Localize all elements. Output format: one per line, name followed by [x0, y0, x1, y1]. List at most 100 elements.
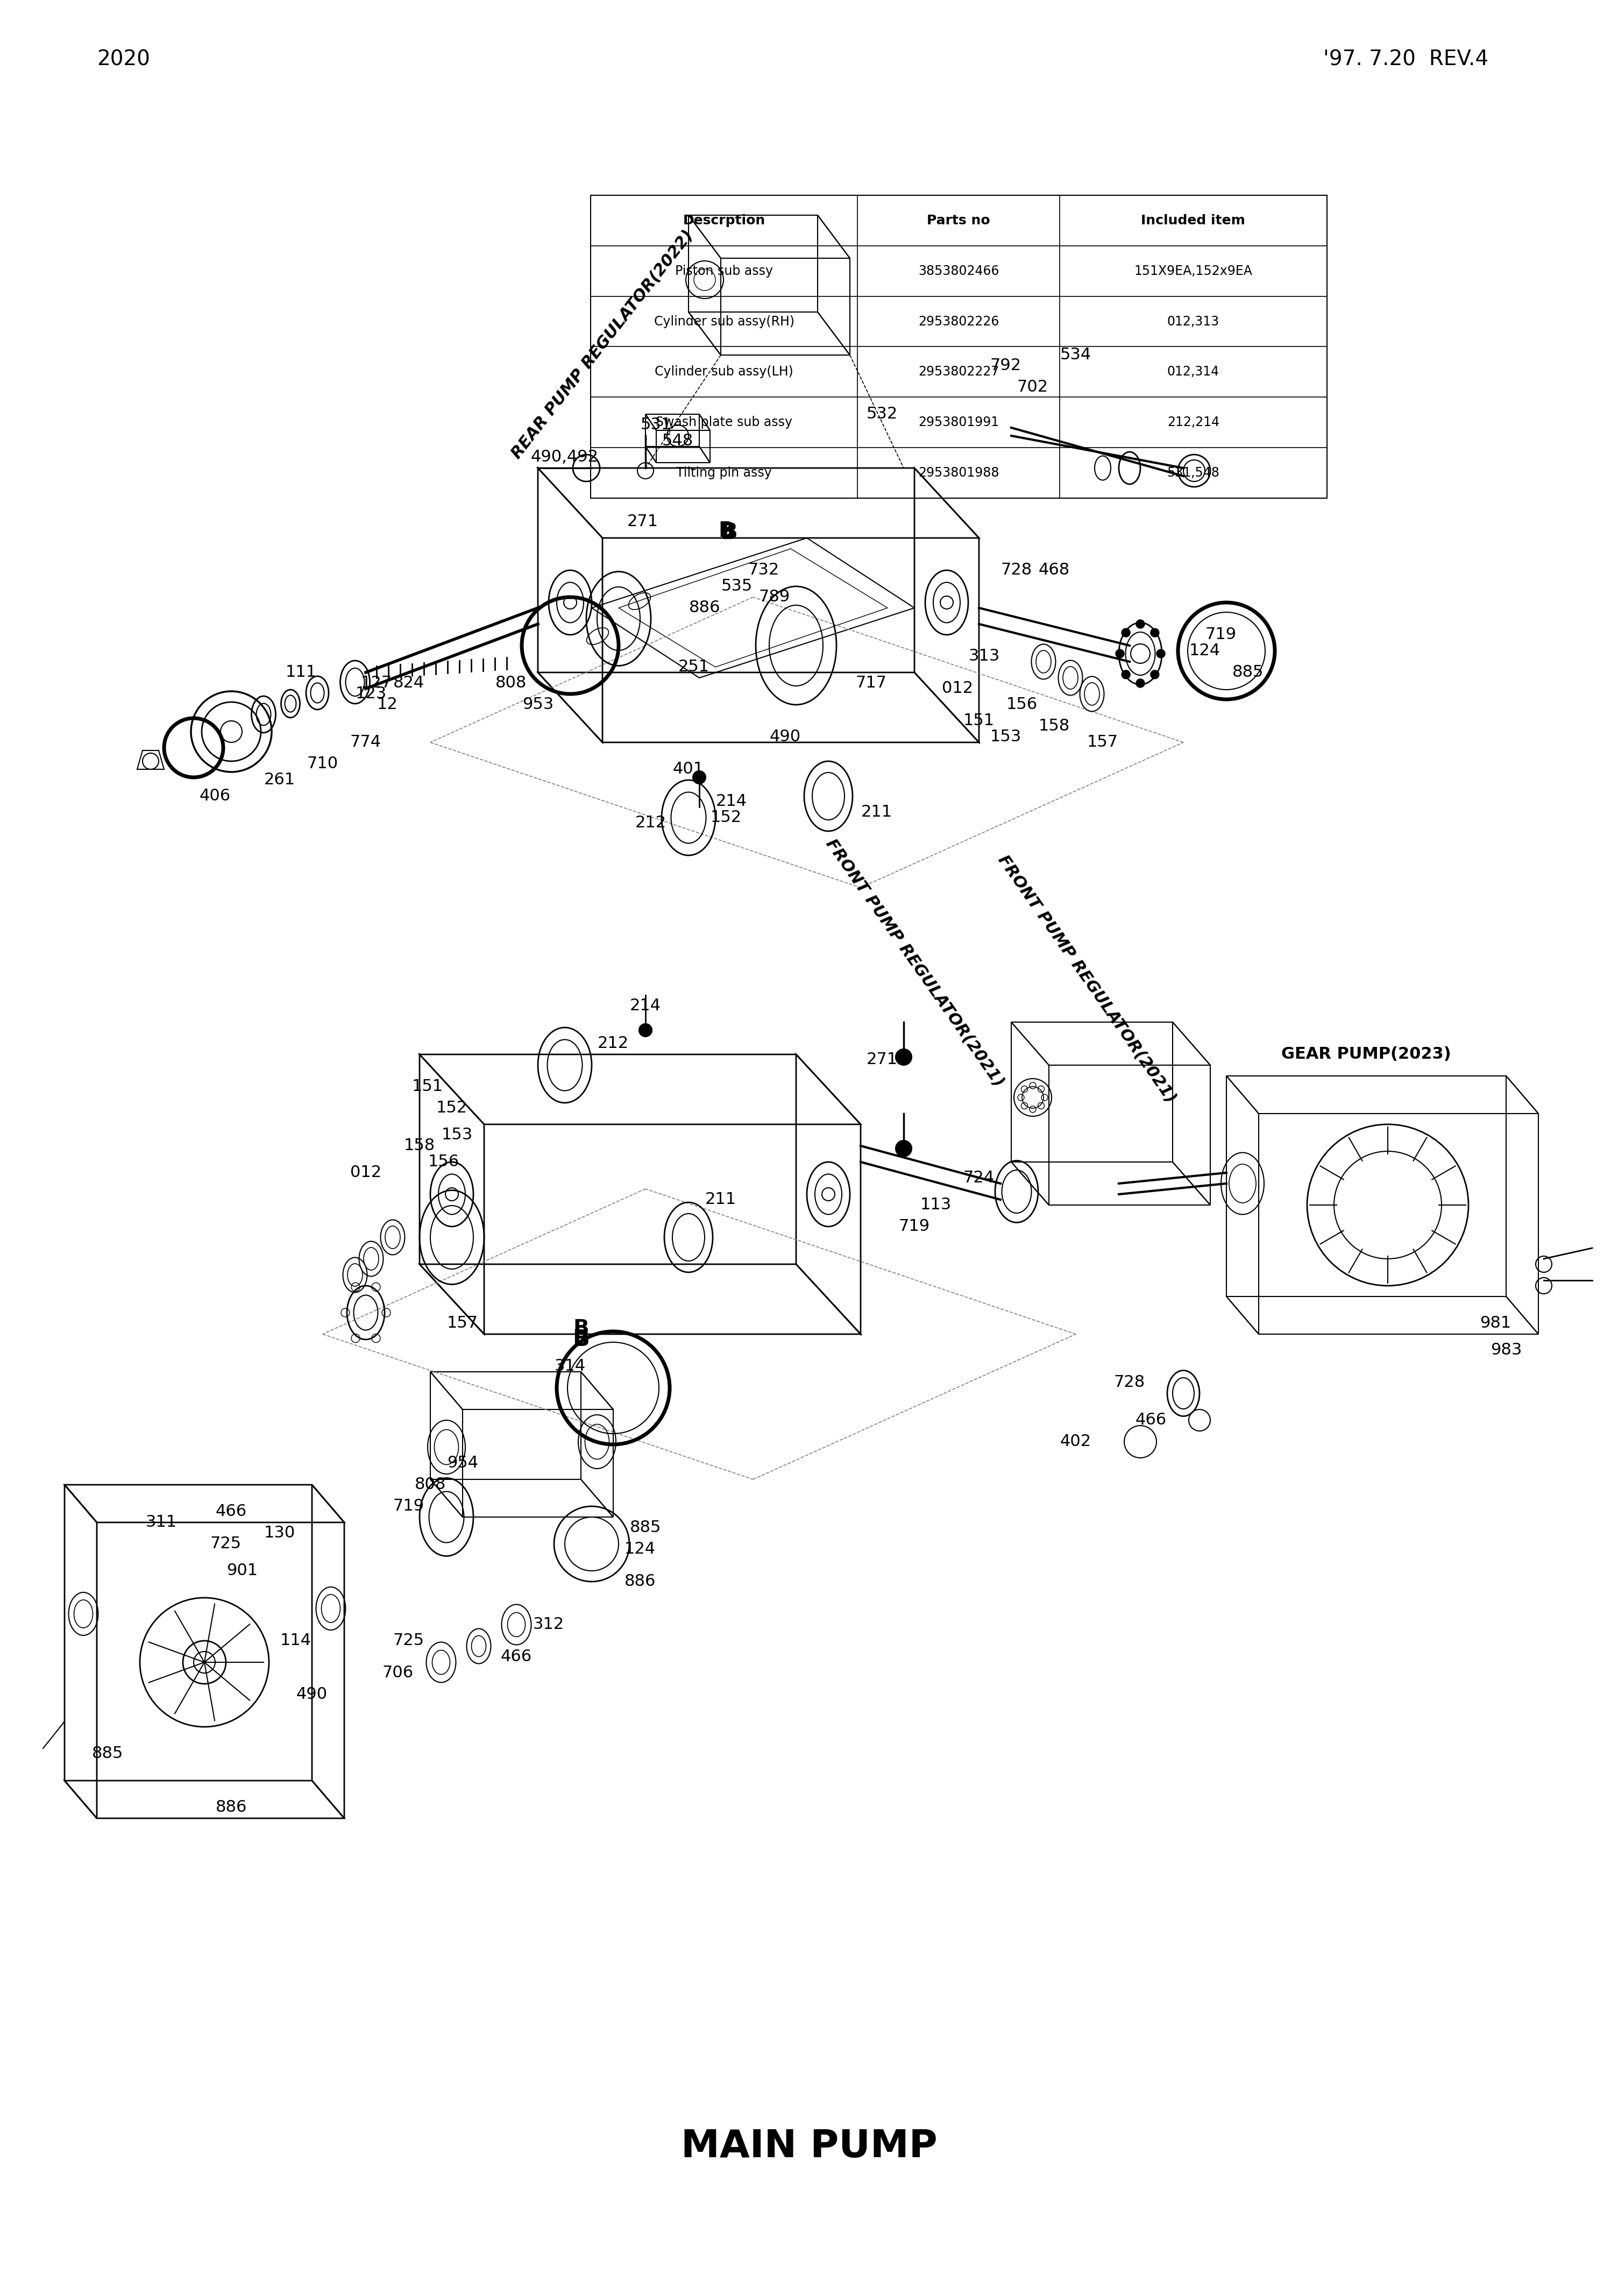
Text: 792: 792	[990, 358, 1021, 374]
Circle shape	[1121, 629, 1131, 636]
Text: 271: 271	[867, 1052, 898, 1068]
Text: Swash plate sub assy: Swash plate sub assy	[655, 416, 793, 429]
Text: 402: 402	[1060, 1435, 1092, 1449]
Text: 789: 789	[759, 590, 790, 604]
Text: 158: 158	[404, 1139, 435, 1153]
Text: 212: 212	[636, 815, 667, 831]
Circle shape	[1136, 680, 1144, 687]
Text: FRONT PUMP REGULATOR(2021): FRONT PUMP REGULATOR(2021)	[995, 852, 1178, 1107]
Text: 127: 127	[361, 675, 392, 691]
Text: 728: 728	[1113, 1375, 1146, 1391]
Text: 153: 153	[442, 1127, 472, 1143]
Text: 12: 12	[377, 698, 398, 712]
Text: 214: 214	[715, 794, 748, 810]
Text: 124: 124	[1189, 643, 1220, 659]
Text: 124: 124	[625, 1541, 655, 1557]
Text: 158: 158	[1039, 719, 1069, 735]
Text: 157: 157	[447, 1316, 479, 1332]
Text: Cylinder sub assy(LH): Cylinder sub assy(LH)	[655, 365, 793, 379]
Text: '97. 7.20  REV.4: '97. 7.20 REV.4	[1324, 51, 1489, 69]
Text: REAR PUMP REGULATOR(2022): REAR PUMP REGULATOR(2022)	[508, 227, 696, 461]
Text: 152: 152	[710, 810, 741, 827]
Text: 466: 466	[1136, 1412, 1167, 1428]
Text: 111: 111	[286, 664, 317, 680]
Text: GEAR PUMP(2023): GEAR PUMP(2023)	[1281, 1047, 1451, 1063]
Text: 261: 261	[264, 771, 296, 788]
Text: 719: 719	[393, 1499, 424, 1513]
Text: 719: 719	[898, 1219, 930, 1235]
Bar	[591, 195, 1327, 498]
Text: 251: 251	[678, 659, 710, 675]
Text: B: B	[573, 1327, 589, 1350]
Circle shape	[639, 1024, 652, 1035]
Text: 012: 012	[349, 1164, 382, 1180]
Text: 2953802227: 2953802227	[919, 365, 998, 379]
Text: 406: 406	[199, 788, 231, 804]
Text: 886: 886	[625, 1573, 655, 1589]
Text: 532: 532	[867, 406, 898, 422]
Text: 824: 824	[393, 675, 424, 691]
Text: 212,214: 212,214	[1167, 416, 1220, 429]
Text: 114: 114	[280, 1632, 312, 1649]
Text: 717: 717	[856, 675, 887, 691]
Text: 886: 886	[215, 1800, 248, 1816]
Text: Tilting pin assy: Tilting pin assy	[676, 466, 772, 480]
Text: 312: 312	[532, 1616, 565, 1632]
Text: B: B	[720, 521, 738, 544]
Text: 151X9EA,152x9EA: 151X9EA,152x9EA	[1134, 264, 1252, 278]
Text: 271: 271	[628, 514, 659, 530]
Text: 153: 153	[990, 730, 1021, 744]
Text: 535: 535	[722, 579, 752, 595]
Text: 886: 886	[689, 599, 720, 615]
Text: 490,492: 490,492	[531, 450, 599, 466]
Circle shape	[896, 1049, 911, 1065]
Text: 401: 401	[673, 762, 704, 776]
Text: 156: 156	[1006, 698, 1037, 712]
Text: 725: 725	[393, 1632, 424, 1649]
Text: 2953802226: 2953802226	[919, 315, 998, 328]
Text: 808: 808	[495, 675, 527, 691]
Text: 885: 885	[629, 1520, 662, 1536]
Text: 548: 548	[662, 434, 694, 450]
Text: 311: 311	[146, 1515, 176, 1529]
Text: 012,313: 012,313	[1167, 315, 1220, 328]
Text: 211: 211	[705, 1192, 736, 1208]
Text: 2020: 2020	[97, 51, 150, 69]
Text: 212: 212	[597, 1035, 629, 1052]
Text: 531: 531	[641, 418, 671, 432]
Text: 953: 953	[523, 698, 553, 712]
Circle shape	[896, 1141, 911, 1157]
Text: 490: 490	[770, 730, 801, 744]
Text: 702: 702	[1018, 379, 1048, 395]
Circle shape	[1150, 629, 1158, 636]
Text: 531,548: 531,548	[1167, 466, 1220, 480]
Circle shape	[1150, 670, 1158, 680]
Circle shape	[1115, 650, 1125, 659]
Text: 314: 314	[555, 1359, 586, 1375]
Text: 732: 732	[748, 563, 780, 579]
Text: B: B	[718, 521, 735, 542]
Text: 123: 123	[356, 687, 387, 703]
Text: 724: 724	[963, 1171, 995, 1187]
Text: 725: 725	[210, 1536, 241, 1552]
Text: 710: 710	[307, 755, 338, 771]
Text: 2953801991: 2953801991	[919, 416, 998, 429]
Text: 468: 468	[1039, 563, 1069, 579]
Text: Included item: Included item	[1141, 214, 1246, 227]
Text: 211: 211	[861, 804, 893, 820]
Text: 719: 719	[1205, 627, 1236, 643]
Text: 113: 113	[921, 1196, 951, 1212]
Text: 151: 151	[963, 714, 995, 728]
Text: 151: 151	[413, 1079, 443, 1095]
Text: 2953801988: 2953801988	[917, 466, 1000, 480]
Text: 214: 214	[629, 999, 662, 1015]
Text: 534: 534	[1060, 347, 1092, 363]
Text: 774: 774	[349, 735, 382, 751]
Text: 728: 728	[1002, 563, 1032, 579]
Text: Descrption: Descrption	[683, 214, 765, 227]
Text: 983: 983	[1490, 1343, 1523, 1357]
Text: B: B	[573, 1318, 589, 1339]
Text: MAIN PUMP: MAIN PUMP	[681, 2128, 937, 2165]
Text: 130: 130	[264, 1525, 296, 1541]
Text: Parts no: Parts no	[927, 214, 990, 227]
